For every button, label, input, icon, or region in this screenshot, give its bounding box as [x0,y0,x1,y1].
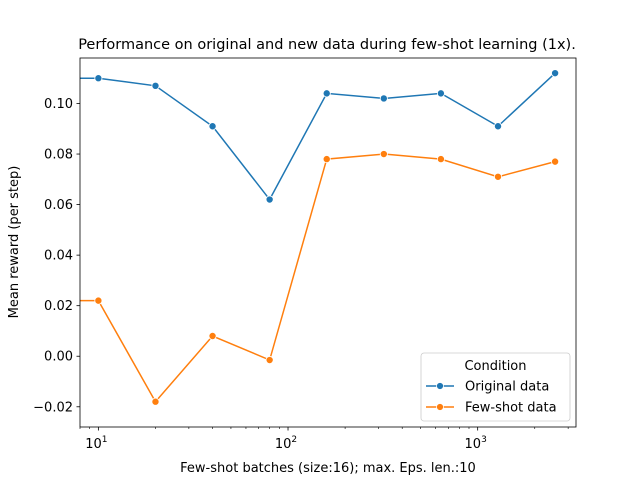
legend-label-original: Original data [465,380,549,395]
data-point-few-shot [436,155,445,164]
legend-box [420,352,571,422]
data-point-original [38,75,45,82]
x-tick-label: 103 [465,435,487,452]
y-tick-label: 0.08 [44,148,73,163]
series-line-few-shot [80,153,556,404]
legend-marker-few-shot [436,403,444,411]
y-tick-label: 0.06 [44,198,73,213]
data-point-original [94,74,103,83]
y-axis-label: Mean reward (per step) [7,166,22,319]
series-line-original [80,72,556,201]
data-point-original [265,195,274,204]
y-tick-label: −0.02 [33,400,73,415]
data-point-few-shot [322,155,331,164]
y-tick-label: 0.00 [44,350,73,365]
data-point-original [436,89,445,98]
data-point-original [151,81,160,90]
data-point-original [322,89,331,98]
y-tick-label: 0.10 [44,97,73,112]
x-tick-label: 102 [275,435,297,452]
y-tick-label: 0.02 [44,299,73,314]
data-point-few-shot [265,356,274,365]
plot-frame [79,57,577,428]
data-point-original [551,69,560,78]
legend: Condition Original data Few-shot data [420,352,571,422]
data-point-few-shot [379,150,388,159]
chart-title: Performance on original and new data dur… [78,37,576,53]
y-axis: −0.02 0.00 0.02 0.04 0.06 0.08 0.10 [33,97,80,415]
data-point-original [493,122,502,131]
data-point-original [208,122,217,131]
x-axis: 101 102 103 [79,427,569,452]
x-tick-label: 101 [85,435,107,452]
data-point-few-shot [151,397,160,406]
data-point-few-shot [551,157,560,166]
data-point-few-shot [94,296,103,305]
x-axis-label: Few-shot batches (size:16); max. Eps. le… [180,461,476,476]
data-point-few-shot [208,332,217,341]
data-point-original [379,94,388,103]
y-tick-label: 0.04 [44,249,73,264]
legend-marker-original [436,382,444,390]
legend-label-few-shot: Few-shot data [465,401,557,416]
legend-title: Condition [464,359,526,374]
data-point-few-shot [493,172,502,181]
